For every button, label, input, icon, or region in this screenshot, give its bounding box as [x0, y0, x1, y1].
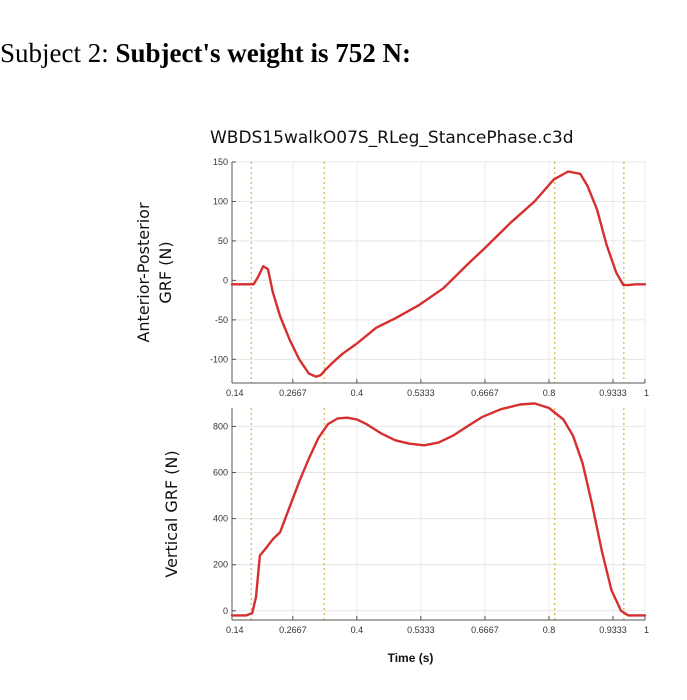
heading-bold: Subject's weight is 752 N:	[115, 38, 412, 68]
panel-2-x-tick-label: 0.4	[351, 625, 364, 635]
panel-2-y-tick-label: 800	[213, 421, 228, 431]
panel-2-y-tick-label: 0	[223, 606, 228, 616]
panel-1-y-tick-label: 0	[223, 275, 228, 285]
chart-title: WBDS15walkO07S_RLeg_StancePhase.c3d	[210, 128, 574, 148]
panel-2-y-axis-label: Vertical GRF (N)	[162, 450, 181, 577]
heading-prefix: Subject 2:	[0, 38, 116, 68]
panel-1-plot-area	[232, 162, 645, 383]
panel-1-y-tick-label: 100	[213, 196, 228, 206]
panel-2-x-tick-label: 0.2667	[279, 625, 307, 635]
panel-1-y-axis-label: Anterior-Posterior	[134, 202, 153, 342]
panel-1-x-tick-label: 0.5333	[407, 388, 435, 398]
panel-2-x-tick-label: 1	[644, 625, 649, 635]
panel-2-plot-area	[232, 408, 645, 620]
panel-1-x-tick-label: 1	[644, 388, 649, 398]
panel-2-y-tick-label: 200	[213, 560, 228, 570]
panel-1-x-tick-label: 0.8	[543, 388, 556, 398]
panel-1-x-tick-label: 0.9333	[599, 388, 627, 398]
panel-1-x-tick-label: 0.2667	[279, 388, 307, 398]
panel-1-x-tick-label: 0.14	[226, 388, 244, 398]
panel-1-y-tick-label: 50	[218, 236, 228, 246]
panel-2-x-tick-label: 0.9333	[599, 625, 627, 635]
panel-1-y-tick-label: 150	[213, 157, 228, 167]
panel-2-series-line	[230, 402, 647, 617]
panel-1-series-line	[230, 170, 647, 378]
panel-1-y-tick-label: -100	[210, 354, 228, 364]
panel-2-x-tick-label: 0.8	[543, 625, 556, 635]
panel-1-x-tick-label: 0.6667	[471, 388, 499, 398]
panel-2-y-tick-label: 400	[213, 514, 228, 524]
panel-1-x-tick-label: 0.4	[351, 388, 364, 398]
panel-2-y-tick-label: 600	[213, 468, 228, 478]
panel-1-y-axis-label: GRF (N)	[156, 241, 175, 303]
panel-2-x-tick-label: 0.5333	[407, 625, 435, 635]
panel-2-x-tick-label: 0.6667	[471, 625, 499, 635]
panel-1-y-tick-label: -50	[215, 315, 228, 325]
page-heading: Subject 2: Subject's weight is 752 N:	[0, 38, 411, 69]
panel-2-x-tick-label: 0.14	[226, 625, 244, 635]
panel-2-x-axis-label: Time (s)	[388, 651, 434, 665]
